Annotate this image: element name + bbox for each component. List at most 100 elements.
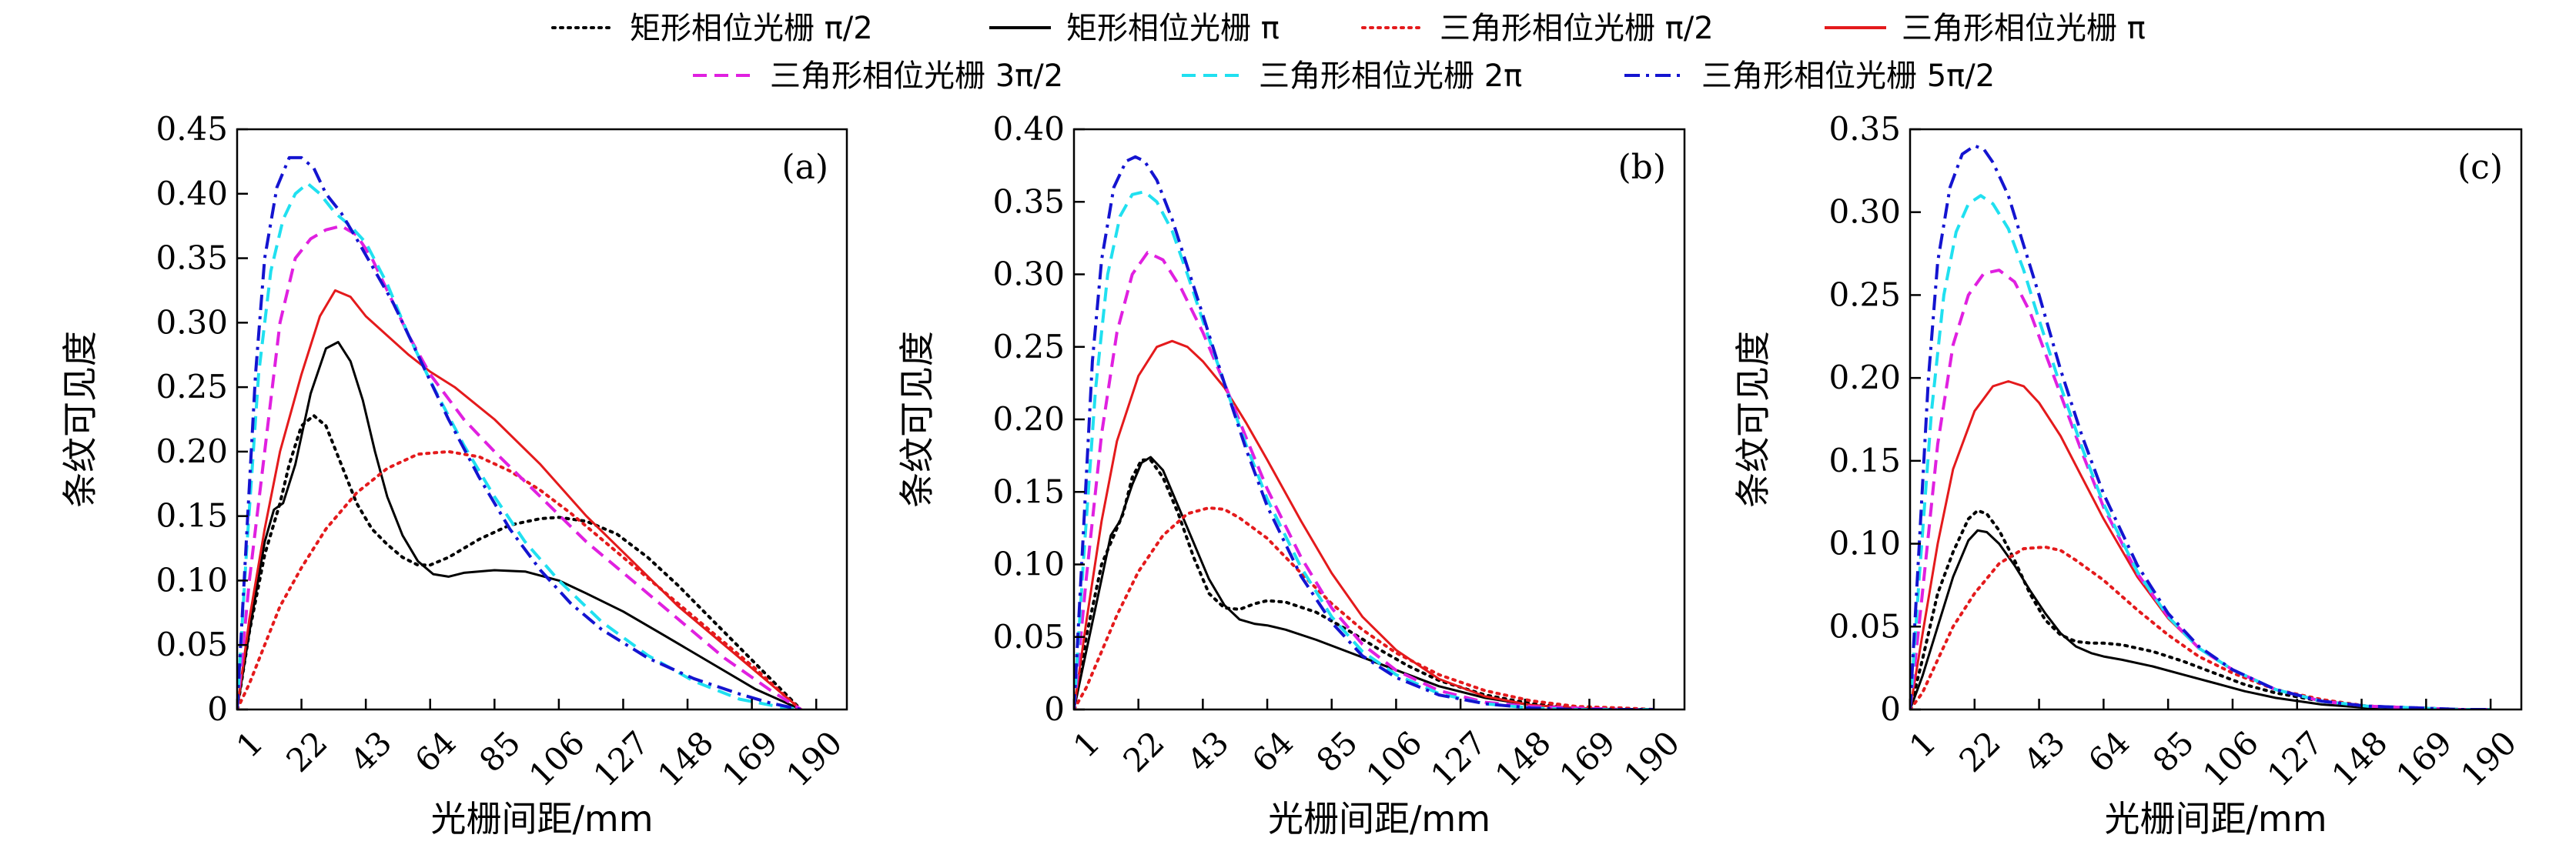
x-tick-label: 169 [714,723,785,793]
series-line [237,414,803,709]
y-tick-label: 0.20 [1828,359,1901,396]
series-line [1910,380,2491,709]
series-group [237,155,803,709]
x-tick-label: 85 [1309,723,1364,779]
y-tick-label: 0.30 [156,303,228,341]
plot-frame [1909,128,2523,711]
x-tick-label: 148 [1488,723,1558,793]
y-tick-label: 0.25 [992,328,1065,366]
x-tick-label: 1 [229,723,271,765]
series-line [1910,529,2491,709]
y-tick-label: 0.10 [156,561,228,599]
legend-label: 三角形相位光栅 2π [1259,58,1522,94]
y-tick-label: 0.15 [156,497,228,535]
chart-panel-b: 0 0.05 0.10 0.15 0.20 0.25 0.30 0.35 0.40 1 22 43 64… [896,110,1687,840]
x-tick-label: 190 [779,723,849,793]
y-tick-label: 0.35 [992,182,1065,220]
y-tick-label: 0.05 [1828,607,1901,645]
series-group [1910,144,2493,709]
plot-frame [236,128,848,711]
x-tick-label: 64 [2081,723,2136,779]
legend-item: 三角形相位光栅 π [1825,11,2146,46]
legend-label: 三角形相位光栅 π [1902,11,2146,46]
x-tick-label: 127 [2260,723,2330,793]
legend-item: 三角形相位光栅 2π [1182,58,1522,94]
x-tick-label: 106 [2196,723,2266,793]
y-tick-label: 0.30 [1828,193,1901,231]
x-tick-label: 148 [2324,723,2394,793]
legend-item: 三角形相位光栅 π/2 [1361,11,1714,46]
series-line [1910,144,2491,709]
legend-item: 矩形相位光栅 π [989,11,1280,46]
series-group [1074,155,1656,709]
y-tick-label: 0.40 [992,110,1065,148]
x-tick-label: 1 [1902,723,1944,765]
panel-label: (c) [2457,148,2503,187]
y-tick-label: 0.10 [992,546,1065,583]
x-tick-label: 190 [2454,723,2524,793]
x-tick-label: 106 [522,723,592,793]
series-line [1910,545,2493,709]
x-tick-label: 43 [343,723,399,779]
y-tick-label: 0.35 [156,239,228,277]
series-line [1074,155,1654,709]
series-line [237,289,802,709]
x-tick-label: 43 [1180,723,1236,779]
series-line [1910,269,2491,709]
series-line [237,182,801,709]
y-tick-label: 0.20 [156,432,228,470]
y-tick-label: 0.30 [992,255,1065,293]
x-tick-label: 169 [1552,723,1622,793]
y-tick-label: 0.25 [156,368,228,406]
y-tick-label: 0.25 [1828,275,1901,313]
y-tick-label: 0.15 [1828,442,1901,479]
series-line [237,341,801,709]
y-tick-label: 0.20 [992,400,1065,438]
x-tick-label: 106 [1359,723,1429,793]
x-tick-label: 169 [2389,723,2459,793]
x-tick-label: 85 [2146,723,2201,779]
y-tick-label: 0 [1880,690,1901,728]
legend: 矩形相位光栅 π/2 矩形相位光栅 π 三角形相位光栅 π/2 三角形相位光栅 π 三角… [551,11,2146,94]
x-tick-label: 64 [1245,723,1300,779]
x-tick-label: 148 [651,723,721,793]
panel-label: (b) [1618,148,1667,187]
x-tick-label: 22 [1116,723,1171,779]
y-tick-label: 0.15 [992,472,1065,510]
y-tick-label: 0 [207,690,228,728]
panel-label: (a) [781,148,828,187]
legend-label: 矩形相位光栅 π [1066,11,1280,46]
series-line [237,449,803,709]
legend-label: 三角形相位光栅 5π/2 [1701,58,1995,94]
series-line [1074,506,1656,709]
x-tick-label: 43 [2016,723,2072,779]
series-line [1910,509,2493,709]
chart-panel-a: 0 0.05 0.10 0.15 0.20 0.25 0.30 0.35 0.40 0.45 1 22… [59,110,849,840]
series-line [1910,194,2491,709]
y-axis-label: 条纹可见度 [896,331,938,508]
x-tick-label: 190 [1617,723,1687,793]
series-line [1074,339,1654,709]
legend-label: 三角形相位光栅 π/2 [1440,11,1714,46]
y-tick-label: 0.10 [1828,525,1901,563]
series-line [1074,456,1654,709]
series-line [1074,190,1654,709]
x-tick-label: 85 [472,723,527,779]
legend-item: 矩形相位光栅 π/2 [551,11,873,46]
y-axis-label: 条纹可见度 [59,331,101,508]
x-axis-label: 光栅间距/mm [1268,798,1490,840]
y-tick-label: 0.40 [156,175,228,212]
x-tick-label: 22 [279,723,334,779]
chart-panel-c: 0 0.05 0.10 0.15 0.20 0.25 0.30 0.35 1 22 43 64 8510… [1732,110,2524,840]
x-tick-label: 22 [1952,723,2007,779]
series-line [237,224,802,709]
x-tick-label: 127 [1423,723,1494,793]
legend-label: 三角形相位光栅 3π/2 [770,58,1063,94]
series-line [237,155,801,709]
x-tick-label: 64 [407,723,463,779]
y-tick-label: 0.45 [156,110,228,148]
x-tick-label: 1 [1066,723,1108,765]
y-tick-label: 0.35 [1828,110,1901,148]
series-line [1074,458,1656,709]
